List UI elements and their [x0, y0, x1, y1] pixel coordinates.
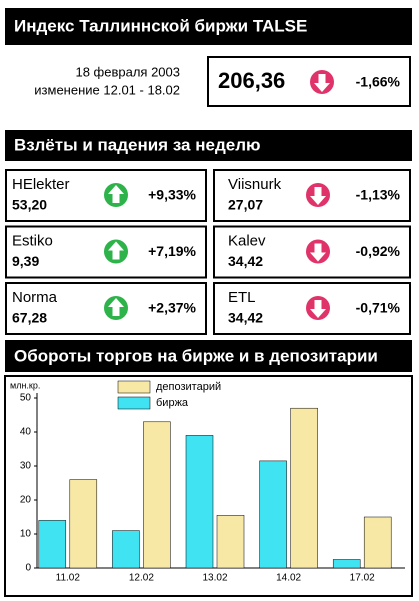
arrow: [108, 298, 124, 316]
index-value: 206,36: [218, 68, 285, 93]
bar: [259, 460, 287, 569]
y-tick-label: 50: [20, 393, 32, 404]
mover-name: Kalev: [228, 232, 266, 249]
index-date: 18 февраля 2003: [75, 64, 180, 79]
up-arrow-icon: [104, 183, 128, 207]
mover-name: HElekter: [12, 176, 70, 193]
y-tick-label: 10: [20, 529, 32, 540]
header-title: Индекс Таллиннской биржи TALSE: [14, 16, 307, 35]
down-arrow-icon: [310, 70, 334, 94]
bar: [69, 479, 98, 569]
chart-bar: [5, 340, 412, 372]
y-tick-label: 40: [20, 427, 32, 438]
mover-change: +2,37%: [148, 300, 196, 316]
chart-title: Обороты торгов на бирже и в депозитарии: [14, 346, 378, 365]
mover-name: Norma: [12, 289, 58, 306]
legend-label: биржа: [156, 397, 189, 409]
legend-swatch: [117, 396, 151, 410]
movers-title: Взлёты и падения за неделю: [14, 135, 261, 154]
mover-value: 67,28: [12, 310, 47, 326]
down-arrow-icon: [306, 239, 330, 264]
legend-swatch: [117, 380, 151, 394]
bar: [112, 530, 140, 569]
bar: [216, 515, 245, 569]
index-box: [207, 56, 411, 107]
mover-value: 9,39: [12, 253, 39, 269]
mover-name: ETL: [228, 289, 256, 306]
movers-bar: [5, 130, 412, 161]
bar: [332, 559, 361, 569]
index-change: -1,66%: [356, 74, 401, 90]
up-arrow-icon: [104, 239, 128, 264]
bar: [185, 435, 214, 569]
mover-value: 53,20: [12, 197, 47, 213]
x-tick-label: 17.02: [350, 573, 375, 584]
bar: [143, 421, 171, 569]
mover-change: +9,33%: [148, 187, 196, 203]
arrow: [108, 185, 124, 203]
arrow: [310, 300, 326, 318]
mover-value: 34,42: [228, 310, 263, 326]
arrow: [310, 187, 326, 205]
arrow: [108, 241, 124, 260]
down-arrow-icon: [306, 183, 330, 207]
y-tick-label: 20: [20, 495, 32, 506]
y-axis-label: млн.кр.: [10, 380, 40, 390]
bar: [38, 520, 67, 569]
y-tick-label: 30: [20, 461, 32, 472]
bar: [363, 516, 392, 569]
mover-value: 34,42: [228, 253, 263, 269]
bar: [290, 407, 318, 569]
x-tick-label: 13.02: [202, 573, 227, 584]
index-period: изменение 12.01 - 18.02: [34, 82, 180, 97]
mover-change: -0,92%: [356, 243, 401, 259]
header-bar: [5, 8, 412, 45]
legend-label: депозитарий: [156, 381, 221, 393]
mover-change: +7,19%: [148, 243, 196, 259]
mover-name: Viisnurk: [228, 176, 282, 193]
y-tick-label: 0: [25, 563, 31, 574]
up-arrow-icon: [104, 296, 128, 320]
down-arrow-icon: [306, 296, 330, 320]
arrow: [310, 243, 326, 262]
arrow: [314, 74, 330, 92]
x-tick-label: 12.02: [129, 573, 154, 584]
mover-change: -0,71%: [356, 300, 401, 316]
x-tick-label: 14.02: [276, 573, 301, 584]
mover-value: 27,07: [228, 197, 263, 213]
mover-name: Estiko: [12, 232, 53, 249]
mover-change: -1,13%: [356, 187, 401, 203]
x-tick-label: 11.02: [56, 573, 81, 584]
